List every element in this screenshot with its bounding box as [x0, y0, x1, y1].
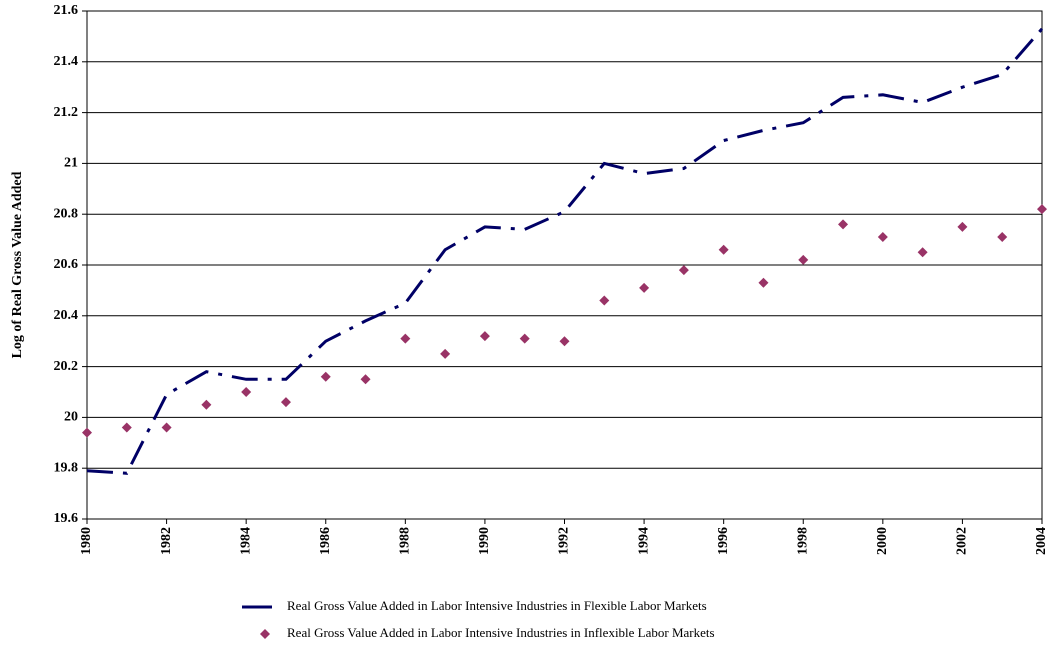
y-tick-label: 20: [64, 410, 78, 425]
y-tick-label: 21.4: [54, 54, 79, 69]
legend-label: Real Gross Value Added in Labor Intensiv…: [287, 598, 707, 613]
point: [997, 232, 1008, 243]
legend-label: Real Gross Value Added in Labor Intensiv…: [287, 625, 715, 640]
point: [280, 397, 291, 408]
point: [718, 244, 729, 255]
point: [917, 247, 928, 258]
y-tick-label: 20.4: [54, 308, 79, 323]
point: [559, 336, 570, 347]
y-tick-label: 20.6: [54, 257, 79, 272]
point: [241, 387, 252, 397]
x-tick-label: 1996: [716, 527, 731, 555]
point: [440, 348, 451, 359]
point: [758, 277, 769, 288]
y-tick-label: 19.8: [54, 460, 79, 475]
point: [320, 371, 331, 382]
point: [1037, 204, 1047, 215]
x-tick-label: 1988: [398, 527, 413, 555]
point: [479, 331, 490, 342]
point: [957, 221, 968, 232]
point: [161, 422, 172, 433]
point: [82, 427, 92, 438]
x-tick-label: 2002: [955, 527, 970, 555]
point: [838, 219, 849, 230]
point: [798, 254, 809, 265]
y-axis-label: Log of Real Gross Value Added: [10, 171, 25, 358]
y-tick-label: 21.2: [54, 105, 79, 120]
y-tick-label: 21.6: [54, 3, 79, 18]
x-tick-label: 2000: [875, 527, 890, 555]
legend-swatch: [260, 629, 270, 639]
x-tick-label: 1994: [636, 527, 651, 555]
point: [678, 265, 689, 276]
x-tick-label: 1998: [795, 527, 810, 555]
y-tick-label: 20.2: [54, 359, 79, 374]
point: [519, 333, 530, 344]
x-tick-label: 1992: [557, 527, 572, 555]
point: [599, 295, 610, 306]
x-tick-label: 1990: [477, 527, 492, 555]
y-tick-label: 20.8: [54, 206, 79, 221]
point: [877, 232, 888, 243]
x-tick-label: 2004: [1034, 527, 1049, 555]
point: [360, 374, 371, 385]
x-tick-label: 1986: [318, 527, 333, 555]
x-tick-label: 1984: [238, 527, 253, 555]
y-tick-label: 21: [64, 156, 78, 171]
point: [121, 422, 132, 433]
series-line: [86, 27, 1044, 475]
point: [639, 282, 650, 293]
y-tick-label: 19.6: [54, 511, 79, 526]
x-tick-label: 1980: [79, 527, 94, 555]
x-tick-label: 1982: [159, 527, 174, 555]
point: [201, 399, 212, 410]
point: [400, 333, 411, 344]
